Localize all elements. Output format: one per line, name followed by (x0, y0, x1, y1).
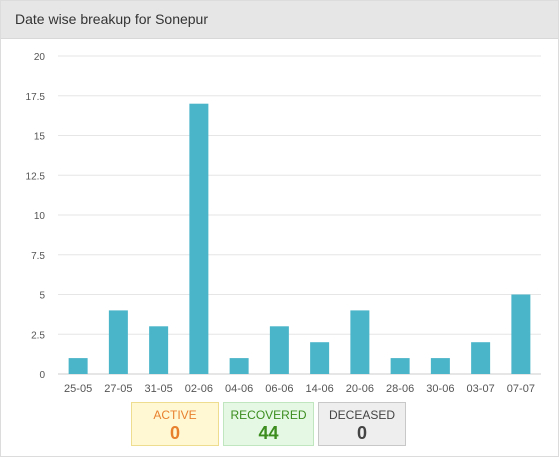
bar-chart: 0 2.5 5 7.5 10 12.5 15 17.5 20 25-05 27-05 31-05 02-… (26, 52, 541, 395)
recovered-label: RECOVERED (230, 408, 307, 422)
deceased-value: 0 (356, 423, 367, 443)
bar (310, 342, 330, 374)
x-tick-label: 04-06 (225, 383, 253, 395)
y-tick-label: 12.5 (26, 171, 46, 182)
active-label: ACTIVE (153, 408, 197, 422)
bar (108, 310, 128, 374)
deceased-label: DECEASED (328, 408, 396, 422)
y-tick-label: 2.5 (31, 330, 45, 341)
y-tick-label: 5 (39, 291, 45, 302)
x-tick-label: 03-07 (467, 383, 495, 395)
y-tick-label: 7.5 (31, 251, 45, 262)
x-tick-label: 25-05 (64, 383, 92, 395)
x-tick-label: 20-06 (346, 383, 374, 395)
deceased-stat-box: DECEASED 0 (318, 402, 406, 446)
x-tick-label: 30-06 (426, 383, 454, 395)
x-tick-label: 06-06 (265, 383, 293, 395)
active-value: 0 (169, 423, 180, 443)
x-tick-label: 02-06 (185, 383, 213, 395)
y-tick-label: 10 (34, 211, 46, 222)
active-stat-box: ACTIVE 0 (131, 402, 219, 446)
bar (189, 103, 209, 374)
chart-title: Date wise breakup for Sonepur (15, 11, 208, 27)
y-tick-label: 0 (39, 370, 45, 381)
bar (68, 358, 88, 374)
panel-header: Date wise breakup for Sonepur (1, 1, 558, 39)
y-tick-label: 20 (34, 52, 46, 63)
x-tick-label: 31-05 (145, 383, 173, 395)
y-tick-label: 15 (34, 132, 46, 143)
x-tick-label: 07-07 (507, 383, 535, 395)
y-tick-label: 17.5 (26, 92, 46, 103)
bar (149, 326, 169, 374)
bar (511, 294, 531, 374)
bar (471, 342, 491, 374)
bar (390, 358, 410, 374)
bar (269, 326, 289, 374)
stats-row: ACTIVE 0 RECOVERED 44 DECEASED 0 (131, 402, 406, 446)
x-tick-label: 27-05 (104, 383, 132, 395)
bar (350, 310, 370, 374)
x-tick-label: 28-06 (386, 383, 414, 395)
bar (229, 358, 249, 374)
x-tick-label: 14-06 (306, 383, 334, 395)
bar (430, 358, 450, 374)
recovered-stat-box: RECOVERED 44 (223, 402, 314, 446)
recovered-value: 44 (258, 423, 279, 443)
